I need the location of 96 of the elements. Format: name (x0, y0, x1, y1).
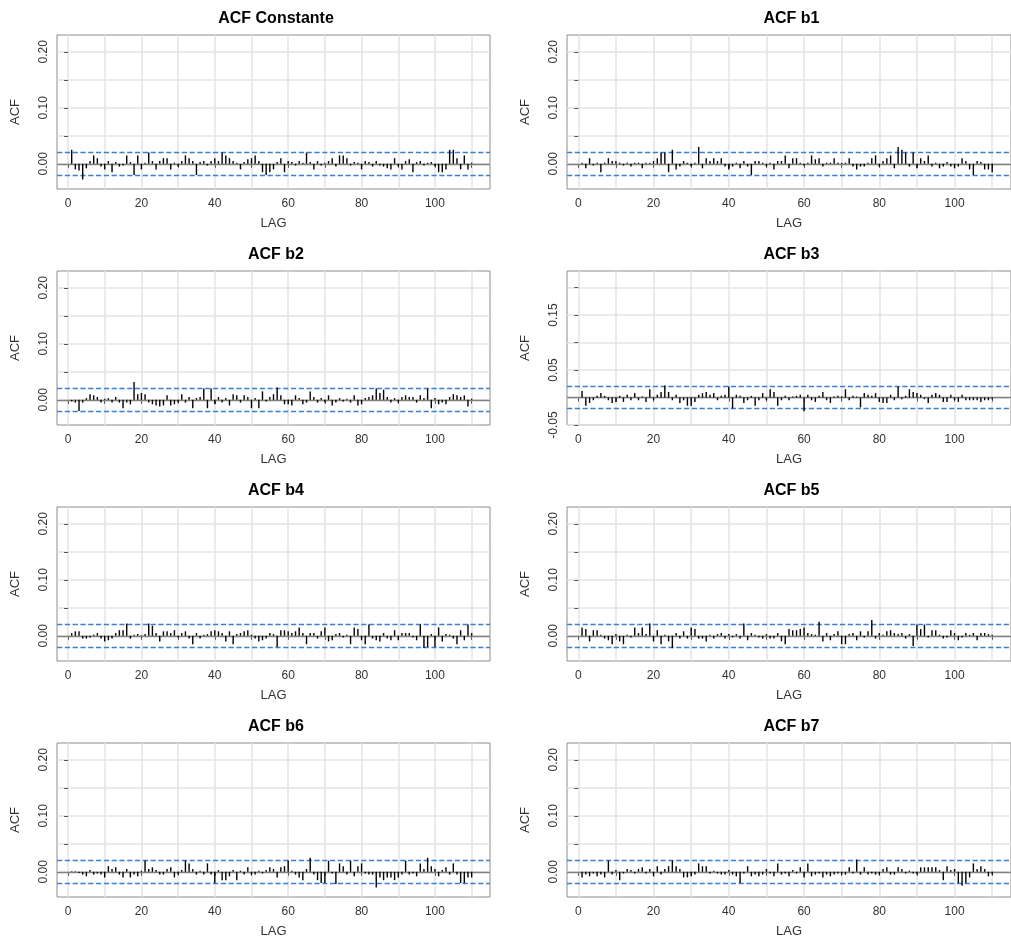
x-tick-label: 40 (722, 432, 736, 446)
chart-title: ACF Constante (218, 8, 334, 26)
x-tick-label: 60 (281, 432, 296, 446)
y-tick-label: 0.20 (36, 39, 50, 64)
x-axis-title: LAG (775, 687, 803, 702)
x-tick-label: 40 (208, 668, 222, 682)
y-tick-label: 0.05 (546, 358, 560, 382)
y-tick-label: 0.20 (546, 747, 560, 772)
x-tick-label: 40 (722, 904, 736, 918)
y-axis-title: ACF (7, 334, 22, 361)
x-tick-label: 100 (944, 668, 965, 682)
chart-title: ACF b3 (763, 244, 820, 262)
x-tick-label: 60 (797, 196, 812, 210)
x-tick-label: 40 (208, 432, 222, 446)
x-tick-label: 80 (872, 196, 887, 210)
x-axis-title: LAG (260, 923, 287, 938)
x-tick-label: 60 (797, 668, 812, 682)
x-tick-label: 0 (574, 196, 582, 210)
y-tick-label: 0.00 (546, 151, 560, 176)
y-tick-label: 0.10 (546, 803, 560, 828)
y-tick-label: 0.00 (36, 859, 50, 884)
y-tick-label: 0.00 (36, 623, 50, 648)
y-tick-label: 0.10 (546, 95, 560, 120)
x-tick-label: 0 (64, 904, 72, 918)
x-tick-label: 100 (944, 432, 965, 446)
y-tick-label: 0.20 (36, 275, 50, 300)
x-tick-label: 40 (208, 904, 222, 918)
x-axis-title: LAG (260, 215, 287, 230)
y-axis-title: ACF (517, 570, 532, 597)
x-tick-label: 100 (424, 904, 446, 918)
x-tick-label: 80 (354, 432, 369, 446)
chart-title: ACF b7 (763, 716, 820, 734)
chart-title: ACF b1 (763, 8, 820, 26)
y-tick-label: 0.20 (36, 511, 50, 536)
y-tick-label: 0.00 (36, 387, 50, 412)
x-axis-title: LAG (260, 451, 287, 466)
x-tick-label: 20 (134, 668, 149, 682)
y-tick-label: 0.10 (36, 567, 50, 592)
y-tick-label: 0.20 (36, 747, 50, 772)
x-tick-label: 80 (872, 432, 887, 446)
x-tick-label: 60 (281, 904, 296, 918)
y-axis-title: ACF (7, 570, 22, 597)
x-tick-label: 60 (797, 904, 812, 918)
x-tick-label: 100 (424, 668, 446, 682)
y-tick-label: 0.20 (546, 39, 560, 64)
x-tick-label: 80 (354, 904, 369, 918)
x-tick-label: 0 (574, 904, 582, 918)
x-tick-label: 20 (134, 196, 149, 210)
x-tick-label: 0 (64, 432, 72, 446)
y-tick-label: -0.05 (546, 411, 560, 439)
x-tick-label: 40 (722, 668, 736, 682)
x-tick-label: 80 (354, 196, 369, 210)
x-tick-label: 40 (722, 196, 736, 210)
y-axis-title: ACF (7, 98, 22, 125)
x-tick-label: 60 (281, 668, 296, 682)
x-tick-label: 100 (944, 196, 965, 210)
y-tick-label: 0.10 (36, 95, 50, 120)
x-tick-label: 80 (354, 668, 369, 682)
chart-title: ACF b5 (763, 480, 820, 498)
x-tick-label: 80 (872, 904, 887, 918)
x-tick-label: 20 (134, 904, 149, 918)
chart-title: ACF b6 (248, 716, 305, 734)
x-tick-label: 0 (64, 196, 72, 210)
x-tick-label: 20 (646, 668, 661, 682)
x-tick-label: 60 (281, 196, 296, 210)
x-axis-title: LAG (775, 923, 803, 938)
x-tick-label: 20 (646, 196, 661, 210)
x-tick-label: 80 (872, 668, 887, 682)
x-tick-label: 20 (646, 432, 661, 446)
x-tick-label: 20 (134, 432, 149, 446)
y-tick-label: 0.15 (546, 303, 560, 327)
y-tick-label: 0.10 (36, 803, 50, 828)
x-tick-label: 20 (646, 904, 661, 918)
y-tick-label: 0.00 (546, 623, 560, 648)
y-axis-title: ACF (517, 98, 532, 125)
x-axis-title: LAG (260, 687, 287, 702)
x-tick-label: 0 (574, 432, 582, 446)
x-tick-label: 60 (797, 432, 812, 446)
y-axis-title: ACF (517, 806, 532, 833)
x-tick-label: 100 (424, 432, 446, 446)
chart-title: ACF b2 (248, 244, 305, 262)
chart-title: ACF b4 (248, 480, 305, 498)
y-tick-label: 0.20 (546, 511, 560, 536)
y-axis-title: ACF (7, 806, 22, 833)
x-tick-label: 0 (574, 668, 582, 682)
y-tick-label: 0.10 (36, 331, 50, 356)
x-tick-label: 40 (208, 196, 222, 210)
x-axis-title: LAG (775, 215, 803, 230)
x-tick-label: 100 (424, 196, 446, 210)
y-tick-label: 0.10 (546, 567, 560, 592)
y-axis-title: ACF (517, 334, 532, 361)
y-tick-label: 0.00 (36, 151, 50, 176)
y-tick-label: 0.00 (546, 859, 560, 884)
x-axis-title: LAG (775, 451, 803, 466)
x-tick-label: 0 (64, 668, 72, 682)
x-tick-label: 100 (944, 904, 965, 918)
